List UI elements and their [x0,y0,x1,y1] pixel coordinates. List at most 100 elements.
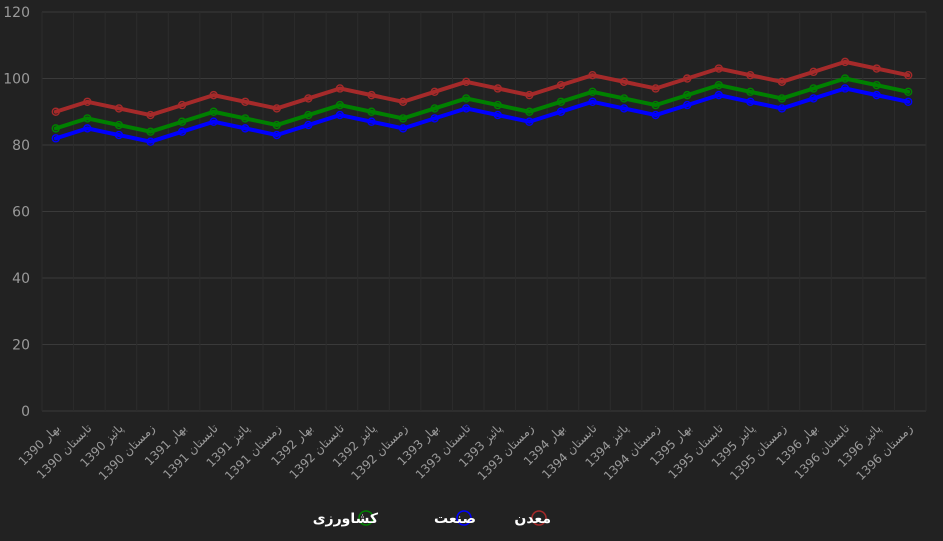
y-tick-label: 100 [3,72,30,88]
data-point[interactable] [146,110,155,120]
data-point[interactable] [840,84,850,93]
data-point[interactable] [904,70,913,80]
data-point[interactable] [809,94,818,103]
data-point[interactable] [430,114,439,123]
data-point[interactable] [588,70,597,80]
data-point[interactable] [619,94,629,103]
data-point[interactable] [51,134,60,143]
data-point[interactable] [114,104,124,113]
data-point[interactable] [651,100,660,110]
legend-item[interactable]: کشاورزی [313,510,379,527]
data-point[interactable] [651,110,660,120]
data-point[interactable] [493,110,502,120]
data-point[interactable] [304,110,313,120]
legend-item[interactable]: صنعت [434,510,476,527]
data-point[interactable] [272,120,281,130]
series-line [53,86,911,144]
data-point[interactable] [335,110,345,120]
data-point[interactable] [177,117,187,126]
data-point[interactable] [746,87,755,97]
data-point[interactable] [904,97,913,106]
legend-marker-icon [456,510,472,526]
data-point[interactable] [272,104,281,113]
data-point[interactable] [683,90,692,100]
data-point[interactable] [556,80,566,90]
data-point[interactable] [556,107,566,116]
data-point[interactable] [493,84,502,93]
data-point[interactable] [809,84,818,93]
data-point[interactable] [619,77,629,87]
data-point[interactable] [398,114,408,123]
data-point[interactable] [872,64,881,73]
data-point[interactable] [493,100,502,110]
data-point[interactable] [146,127,155,136]
data-point[interactable] [209,90,218,100]
y-tick-label: 60 [12,205,30,221]
data-point[interactable] [525,107,534,116]
data-point[interactable] [714,80,723,90]
legend-label: صنعت [434,511,476,527]
data-point[interactable] [746,70,755,80]
data-point[interactable] [525,90,534,100]
data-point[interactable] [335,84,345,93]
legend-label: معدن [514,511,551,527]
data-point[interactable] [398,97,408,106]
data-point[interactable] [241,97,250,106]
data-point[interactable] [462,77,471,87]
data-point[interactable] [114,120,124,130]
data-point[interactable] [588,97,597,106]
data-point[interactable] [51,107,60,116]
legend-item[interactable]: معدن [514,510,551,527]
data-point[interactable] [335,100,345,110]
data-point[interactable] [462,104,471,113]
legend[interactable]: کشاورزی صنعت معدن [313,510,551,527]
data-point[interactable] [272,130,281,140]
data-point[interactable] [83,114,92,123]
series-line [53,59,911,118]
series-group [51,57,913,146]
data-point[interactable] [367,90,376,100]
data-point[interactable] [651,84,660,93]
data-point[interactable] [209,117,218,126]
x-tick-label: زمستان 1396 [854,421,917,484]
data-point[interactable] [146,137,155,146]
data-point[interactable] [209,107,218,116]
data-point[interactable] [430,87,439,97]
data-point[interactable] [840,74,850,83]
data-point[interactable] [840,57,850,67]
data-point[interactable] [241,114,250,123]
data-point[interactable] [777,77,787,87]
data-point[interactable] [714,90,723,100]
data-point[interactable] [51,124,60,133]
data-point[interactable] [177,100,187,110]
data-point[interactable] [872,90,881,100]
data-point[interactable] [872,80,881,90]
data-point[interactable] [809,67,818,77]
data-point[interactable] [904,87,913,97]
data-point[interactable] [304,120,313,130]
data-point[interactable] [683,100,692,110]
data-point[interactable] [430,104,439,113]
y-tick-label: 20 [12,338,30,354]
data-point[interactable] [367,107,376,116]
data-point[interactable] [746,97,755,106]
data-point[interactable] [777,94,787,103]
data-point[interactable] [367,117,376,126]
data-point[interactable] [777,104,787,113]
data-point[interactable] [304,94,313,103]
data-point[interactable] [83,124,92,133]
y-tick-label: 40 [12,271,30,287]
data-point[interactable] [683,74,692,83]
data-point[interactable] [619,104,629,113]
data-point[interactable] [714,64,723,73]
data-point[interactable] [177,127,187,136]
data-point[interactable] [462,94,471,103]
data-point[interactable] [525,117,534,126]
data-point[interactable] [241,124,250,133]
data-point[interactable] [588,87,597,97]
data-point[interactable] [556,97,566,106]
data-point[interactable] [398,124,408,133]
data-point[interactable] [83,97,92,106]
data-point[interactable] [114,130,124,140]
